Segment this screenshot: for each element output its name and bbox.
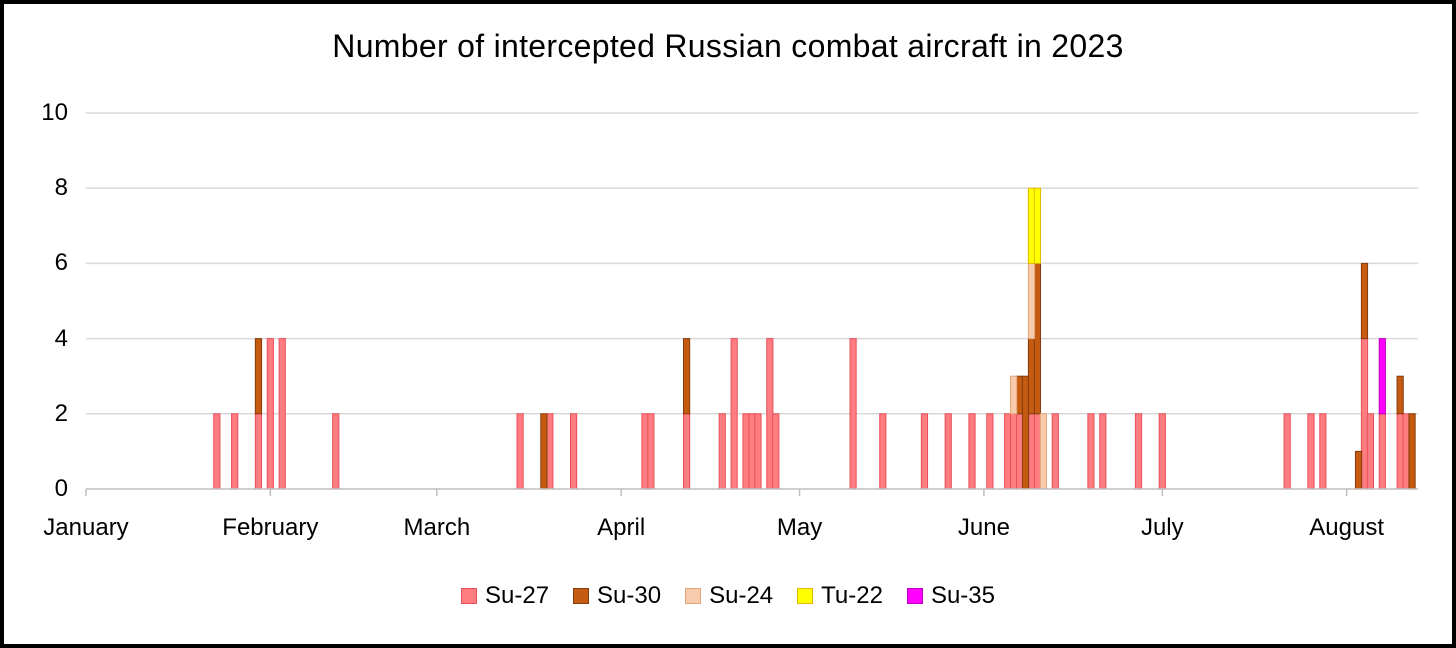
bar-su-27 (986, 413, 994, 490)
bar-su-27 (718, 413, 726, 490)
bar-su-30 (254, 338, 263, 415)
bar-su-30 (540, 413, 548, 490)
bar-su-30 (1015, 375, 1024, 415)
legend-item: Tu-22 (797, 582, 883, 610)
y-tick-label: 0 (54, 475, 68, 502)
x-axis (85, 488, 1418, 496)
bar-su-27 (682, 413, 691, 490)
bar-su-30 (1033, 262, 1042, 415)
bar-su-30 (1408, 413, 1416, 490)
x-tick-label: February (222, 514, 319, 541)
x-tick-label: April (597, 514, 646, 541)
legend-label: Su-30 (597, 582, 662, 609)
x-tick-label: January (43, 514, 129, 541)
legend-swatch (461, 588, 477, 604)
bar-su-27 (748, 413, 756, 490)
y-tick-label: 10 (41, 99, 68, 126)
x-tick-label: June (957, 514, 1010, 541)
x-tick-label: May (776, 514, 823, 541)
legend-item: Su-35 (906, 582, 995, 610)
bar-su-27 (231, 413, 239, 490)
bar-su-27 (1004, 413, 1012, 490)
bar-su-35 (1378, 338, 1386, 415)
bar-su-27 (1158, 413, 1166, 490)
x-tick-label: August (1309, 514, 1384, 541)
bar-su-27 (516, 413, 524, 490)
legend-item: Su-27 (461, 582, 549, 610)
bar-su-27 (1366, 413, 1375, 490)
bar-su-27 (647, 413, 655, 490)
legend-label: Tu-22 (821, 582, 883, 609)
bar-su-27 (1051, 413, 1059, 490)
y-tick-label: 2 (54, 399, 68, 427)
bar-su-27 (213, 413, 221, 490)
bar-su-27 (879, 413, 887, 490)
y-tick-label: 4 (54, 324, 68, 352)
bar-su-27 (1283, 413, 1291, 490)
bar-su-27 (766, 338, 774, 490)
bar-su-27 (1033, 413, 1042, 490)
bar-su-27 (944, 413, 952, 490)
bar-su-27 (1360, 338, 1369, 490)
legend-label: Su-27 (485, 582, 550, 609)
bar-su-27 (546, 413, 554, 490)
legend-item: Su-24 (685, 582, 773, 610)
bar-su-27 (772, 413, 780, 490)
bar-su-27 (1010, 413, 1018, 490)
y-tick-label: 6 (54, 249, 68, 277)
bar-su-30 (1021, 375, 1030, 490)
bar-su-27 (1087, 413, 1095, 490)
bar-su-27 (570, 413, 578, 490)
bar-su-30 (1027, 338, 1036, 415)
bar-su-27 (1396, 413, 1404, 490)
bar-su-27 (278, 338, 286, 490)
bar-su-27 (1134, 413, 1143, 490)
legend-label: Su-35 (930, 582, 995, 609)
bar-su-24 (1039, 413, 1047, 490)
bar-su-27 (742, 413, 750, 490)
legend-swatch (573, 588, 590, 604)
bar-su-27 (1027, 413, 1036, 490)
legend-item: Su-30 (573, 582, 661, 610)
bar-su-24 (1010, 375, 1018, 415)
bar-su-27 (1378, 413, 1386, 490)
bar-su-27 (920, 413, 929, 490)
bar-su-30 (1360, 262, 1369, 340)
bar-tu-22 (1027, 187, 1036, 264)
x-tick-label: March (403, 514, 471, 541)
bar-su-27 (730, 338, 738, 490)
legend-swatch (906, 588, 923, 604)
bar-su-30 (1396, 375, 1404, 415)
x-tick-label: July (1140, 514, 1184, 541)
bar-su-27 (1015, 413, 1024, 490)
bar-su-27 (1307, 413, 1315, 490)
legend-label: Su-24 (709, 582, 774, 609)
bar-tu-22 (1033, 187, 1042, 264)
bar-su-30 (682, 338, 691, 415)
bar-su-27 (254, 413, 263, 490)
legend-swatch (685, 588, 702, 604)
bar-su-30 (1354, 450, 1363, 490)
bar-su-27 (332, 413, 340, 490)
legend: Su-27 Su-30 Su-24 Tu-22 Su-35 (0, 582, 1456, 610)
bar-su-27 (1402, 413, 1410, 490)
bars (213, 187, 1416, 490)
bar-su-27 (849, 338, 857, 490)
bar-su-27 (1099, 413, 1107, 490)
bar-su-27 (266, 338, 274, 490)
bar-su-27 (641, 413, 649, 490)
chart-title: Number of intercepted Russian combat air… (332, 28, 1124, 64)
bar-su-27 (1319, 413, 1327, 490)
y-tick-label: 8 (54, 174, 68, 202)
bar-su-27 (968, 413, 976, 490)
gridlines (86, 112, 1418, 415)
bar-su-27 (754, 413, 762, 490)
bar-su-24 (1027, 262, 1036, 340)
legend-swatch (797, 588, 814, 604)
